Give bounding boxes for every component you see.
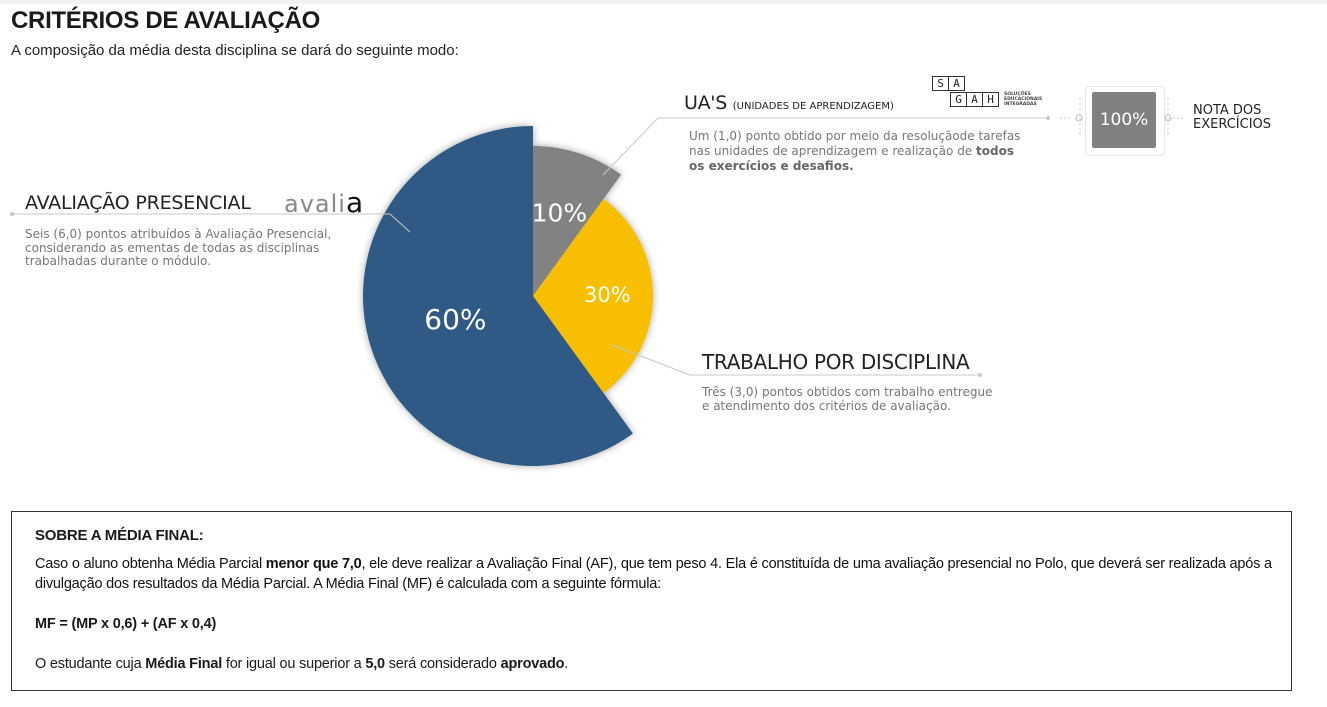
- slice-avaliacao-label: 60%: [424, 303, 486, 336]
- top-divider: [0, 0, 1327, 4]
- nota-frame: [1085, 86, 1165, 156]
- trabalho-description: Três (3,0) pontos obtidos com trabalho e…: [702, 385, 993, 413]
- avaliacao-title: AVALIAÇÃO PRESENCIAL: [25, 192, 251, 214]
- slice-uas-label: 10%: [532, 199, 588, 228]
- sagah-logo: S A G A H SOLUÇÕES EDUCACIONAIS INTEGRA: [932, 76, 1042, 110]
- trabalho-title: TRABALHO POR DISCIPLINA: [702, 350, 970, 374]
- uas-title: UA'S (UNIDADES DE APRENDIZAGEM): [684, 92, 894, 114]
- media-final-box: SOBRE A MÉDIA FINAL: Caso o aluno obtenh…: [11, 511, 1292, 691]
- avaliacao-description: Seis (6,0) pontos atribuídos à Avaliação…: [25, 227, 332, 268]
- nota-value-box: 100%: [1092, 92, 1156, 148]
- media-final-paragraph: Caso o aluno obtenha Média Parcial menor…: [35, 556, 1272, 592]
- leader-lines: [12, 98, 1185, 376]
- slice-trabalho: [533, 198, 654, 394]
- uas-description: Um (1,0) ponto obtido por meio da resolu…: [689, 129, 1021, 173]
- media-final-approval: O estudante cuja Média Final for igual o…: [35, 656, 569, 672]
- media-final-formula: MF = (MP x 0,6) + (AF x 0,4): [35, 616, 217, 632]
- nota-label: NOTA DOS EXERCÍCIOS: [1193, 103, 1272, 132]
- avalia-logo: avalia: [284, 186, 365, 219]
- slice-avaliacao: [363, 126, 633, 467]
- pie-chart: 10% 30% 60%: [10, 98, 1185, 467]
- page-title: CRITÉRIOS DE AVALIAÇÃO: [11, 7, 320, 34]
- slice-uas: [533, 146, 622, 296]
- media-final-heading: SOBRE A MÉDIA FINAL:: [35, 527, 204, 544]
- slice-trabalho-label: 30%: [584, 283, 631, 307]
- page-subtitle: A composição da média desta disciplina s…: [11, 42, 459, 59]
